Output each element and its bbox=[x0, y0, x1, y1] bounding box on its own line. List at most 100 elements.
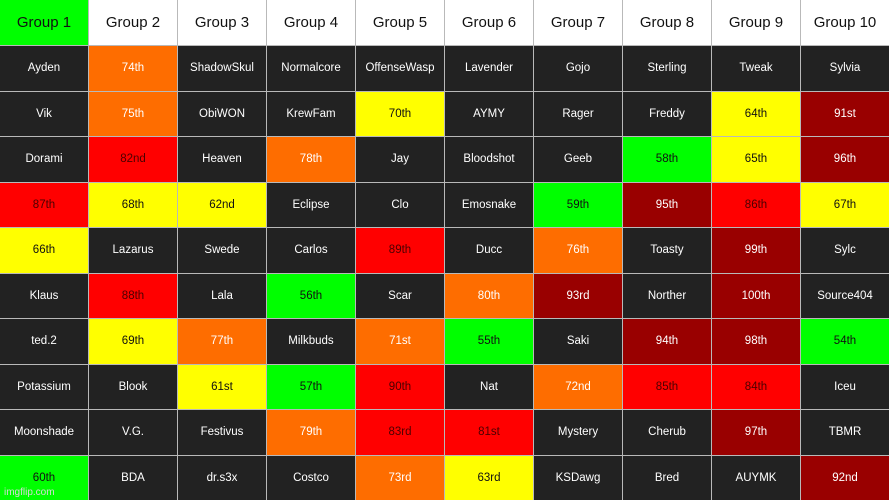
cell-row-4-group-5: Clo bbox=[356, 182, 444, 227]
cell-row-9-group-7: Mystery bbox=[534, 410, 622, 455]
cell-row-9-group-6: 81st bbox=[445, 410, 533, 455]
cell-row-5-group-1: 66th bbox=[0, 228, 88, 273]
cell-row-6-group-1: Klaus bbox=[0, 273, 88, 318]
cell-row-2-group-4: KrewFam bbox=[267, 91, 355, 136]
cell-row-7-group-9: 98th bbox=[712, 319, 800, 364]
cell-row-2-group-7: Rager bbox=[534, 91, 622, 136]
cell-row-9-group-2: V.G. bbox=[89, 410, 177, 455]
group-4-header: Group 4 bbox=[267, 0, 355, 45]
cell-row-2-group-6: AYMY bbox=[445, 91, 533, 136]
cell-row-5-group-3: Swede bbox=[178, 228, 266, 273]
group-1-header: Group 1 bbox=[0, 0, 88, 45]
cell-row-10-group-5: 73rd bbox=[356, 455, 444, 500]
cell-row-1-group-3: ShadowSkul bbox=[178, 46, 266, 91]
cell-row-8-group-5: 90th bbox=[356, 364, 444, 409]
cell-row-4-group-1: 87th bbox=[0, 182, 88, 227]
group-7-header: Group 7 bbox=[534, 0, 622, 45]
cell-row-10-group-7: KSDawg bbox=[534, 455, 622, 500]
group-3-header: Group 3 bbox=[178, 0, 266, 45]
cell-row-8-group-3: 61st bbox=[178, 364, 266, 409]
cell-row-3-group-7: Geeb bbox=[534, 137, 622, 182]
cell-row-7-group-6: 55th bbox=[445, 319, 533, 364]
cell-row-1-group-4: Normalcore bbox=[267, 46, 355, 91]
cell-row-10-group-3: dr.s3x bbox=[178, 455, 266, 500]
cell-row-2-group-1: Vik bbox=[0, 91, 88, 136]
cell-row-8-group-7: 72nd bbox=[534, 364, 622, 409]
cell-row-2-group-8: Freddy bbox=[623, 91, 711, 136]
group-10-header: Group 10 bbox=[801, 0, 889, 45]
cell-row-8-group-1: Potassium bbox=[0, 364, 88, 409]
cell-row-4-group-9: 86th bbox=[712, 182, 800, 227]
cell-row-4-group-4: Eclipse bbox=[267, 182, 355, 227]
cell-row-8-group-6: Nat bbox=[445, 364, 533, 409]
cell-row-7-group-5: 71st bbox=[356, 319, 444, 364]
cell-row-3-group-6: Bloodshot bbox=[445, 137, 533, 182]
cell-row-1-group-10: Sylvia bbox=[801, 46, 889, 91]
cell-row-6-group-3: Lala bbox=[178, 273, 266, 318]
cell-row-2-group-2: 75th bbox=[89, 91, 177, 136]
cell-row-4-group-2: 68th bbox=[89, 182, 177, 227]
cell-row-9-group-9: 97th bbox=[712, 410, 800, 455]
cell-row-4-group-7: 59th bbox=[534, 182, 622, 227]
cell-row-4-group-3: 62nd bbox=[178, 182, 266, 227]
cell-row-4-group-8: 95th bbox=[623, 182, 711, 227]
cell-row-9-group-3: Festivus bbox=[178, 410, 266, 455]
cell-row-7-group-7: Saki bbox=[534, 319, 622, 364]
cell-row-2-group-5: 70th bbox=[356, 91, 444, 136]
cell-row-6-group-10: Source404 bbox=[801, 273, 889, 318]
cell-row-10-group-1: 60th bbox=[0, 455, 88, 500]
cell-row-1-group-7: Gojo bbox=[534, 46, 622, 91]
group-5-header: Group 5 bbox=[356, 0, 444, 45]
cell-row-7-group-1: ted.2 bbox=[0, 319, 88, 364]
cell-row-5-group-10: Sylc bbox=[801, 228, 889, 273]
cell-row-7-group-4: Milkbuds bbox=[267, 319, 355, 364]
cell-row-3-group-8: 58th bbox=[623, 137, 711, 182]
cell-row-5-group-7: 76th bbox=[534, 228, 622, 273]
cell-row-8-group-9: 84th bbox=[712, 364, 800, 409]
cell-row-1-group-1: Ayden bbox=[0, 46, 88, 91]
cell-row-1-group-8: Sterling bbox=[623, 46, 711, 91]
cell-row-6-group-2: 88th bbox=[89, 273, 177, 318]
cell-row-10-group-4: Costco bbox=[267, 455, 355, 500]
cell-row-6-group-9: 100th bbox=[712, 273, 800, 318]
cell-row-5-group-8: Toasty bbox=[623, 228, 711, 273]
cell-row-3-group-1: Dorami bbox=[0, 137, 88, 182]
cell-row-8-group-8: 85th bbox=[623, 364, 711, 409]
cell-row-2-group-10: 91st bbox=[801, 91, 889, 136]
group-8-header: Group 8 bbox=[623, 0, 711, 45]
cell-row-1-group-9: Tweak bbox=[712, 46, 800, 91]
group-6-header: Group 6 bbox=[445, 0, 533, 45]
cell-row-9-group-1: Moonshade bbox=[0, 410, 88, 455]
cell-row-9-group-4: 79th bbox=[267, 410, 355, 455]
cell-row-5-group-6: Ducc bbox=[445, 228, 533, 273]
group-2-header: Group 2 bbox=[89, 0, 177, 45]
cell-row-1-group-5: OffenseWasp bbox=[356, 46, 444, 91]
cell-row-6-group-7: 93rd bbox=[534, 273, 622, 318]
cell-row-9-group-8: Cherub bbox=[623, 410, 711, 455]
cell-row-3-group-4: 78th bbox=[267, 137, 355, 182]
cell-row-6-group-8: Norther bbox=[623, 273, 711, 318]
cell-row-3-group-2: 82nd bbox=[89, 137, 177, 182]
cell-row-7-group-10: 54th bbox=[801, 319, 889, 364]
cell-row-7-group-8: 94th bbox=[623, 319, 711, 364]
cell-row-3-group-9: 65th bbox=[712, 137, 800, 182]
cell-row-2-group-9: 64th bbox=[712, 91, 800, 136]
cell-row-10-group-10: 92nd bbox=[801, 455, 889, 500]
group-9-header: Group 9 bbox=[712, 0, 800, 45]
cell-row-10-group-2: BDA bbox=[89, 455, 177, 500]
cell-row-9-group-10: TBMR bbox=[801, 410, 889, 455]
cell-row-6-group-6: 80th bbox=[445, 273, 533, 318]
cell-row-5-group-4: Carlos bbox=[267, 228, 355, 273]
cell-row-2-group-3: ObiWON bbox=[178, 91, 266, 136]
cell-row-10-group-6: 63rd bbox=[445, 455, 533, 500]
cell-row-8-group-10: Iceu bbox=[801, 364, 889, 409]
cell-row-10-group-8: Bred bbox=[623, 455, 711, 500]
cell-row-4-group-10: 67th bbox=[801, 182, 889, 227]
cell-row-5-group-5: 89th bbox=[356, 228, 444, 273]
cell-row-10-group-9: AUYMK bbox=[712, 455, 800, 500]
cell-row-3-group-5: Jay bbox=[356, 137, 444, 182]
cell-row-9-group-5: 83rd bbox=[356, 410, 444, 455]
cell-row-7-group-2: 69th bbox=[89, 319, 177, 364]
cell-row-3-group-3: Heaven bbox=[178, 137, 266, 182]
